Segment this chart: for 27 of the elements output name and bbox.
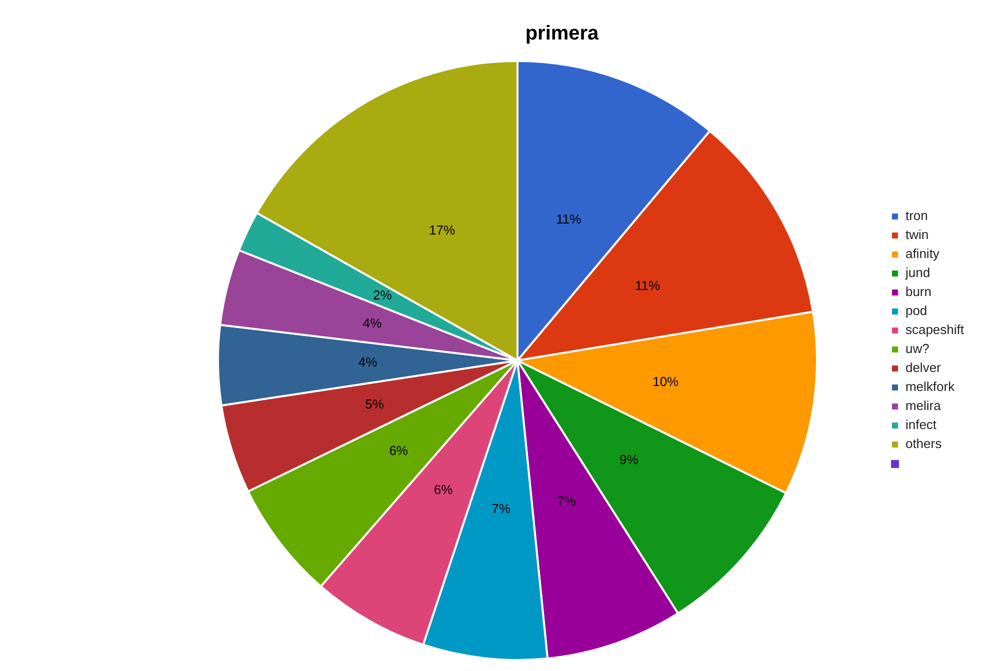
chart-title: primera: [525, 22, 600, 45]
legend-label: tron: [905, 208, 928, 224]
data-label: 6%: [434, 482, 454, 498]
legend-label: afinity: [905, 246, 940, 262]
data-label: 7%: [492, 500, 511, 516]
legend-label: jund: [904, 265, 930, 280]
legend-label: infect: [905, 417, 937, 432]
data-label: 10%: [652, 374, 680, 390]
legend-label: pod: [905, 303, 928, 318]
legend-label: melkfork: [905, 379, 956, 394]
legend-label: delver: [905, 360, 942, 376]
data-label: 9%: [619, 452, 639, 468]
legend-label: others: [905, 436, 942, 452]
legend-label: scapeshift: [905, 322, 964, 338]
data-label: 2%: [372, 287, 392, 302]
data-label: 17%: [429, 222, 456, 238]
data-label: 5%: [365, 396, 384, 412]
data-label: 4%: [358, 354, 378, 370]
data-label: 11%: [556, 211, 582, 226]
data-label: 11%: [635, 278, 661, 293]
legend-label: twin: [905, 227, 929, 242]
legend-label: melira: [905, 398, 942, 414]
legend-label: uw?: [905, 341, 930, 356]
data-label: 4%: [362, 315, 382, 330]
data-label: 6%: [389, 443, 408, 458]
data-label: 7%: [557, 494, 576, 509]
legend-label: burn: [905, 284, 932, 300]
